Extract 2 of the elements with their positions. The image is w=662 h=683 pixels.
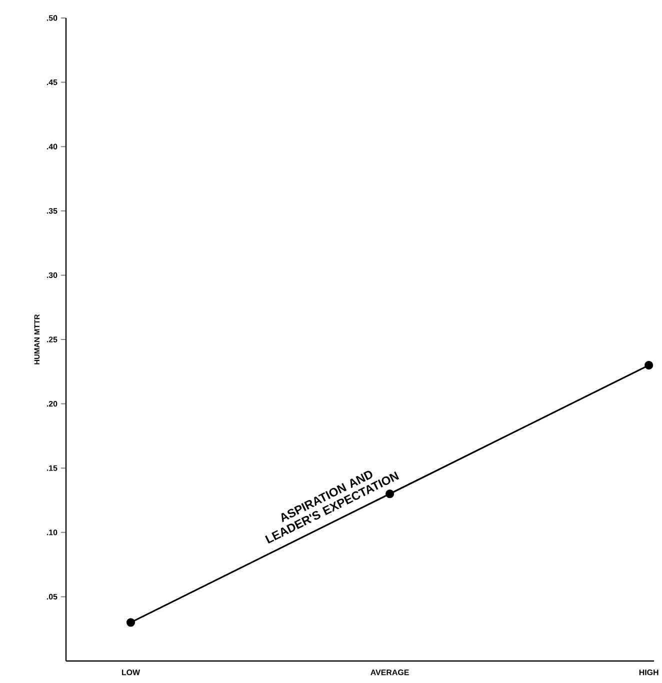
point xyxy=(644,360,654,370)
point xyxy=(126,618,135,627)
